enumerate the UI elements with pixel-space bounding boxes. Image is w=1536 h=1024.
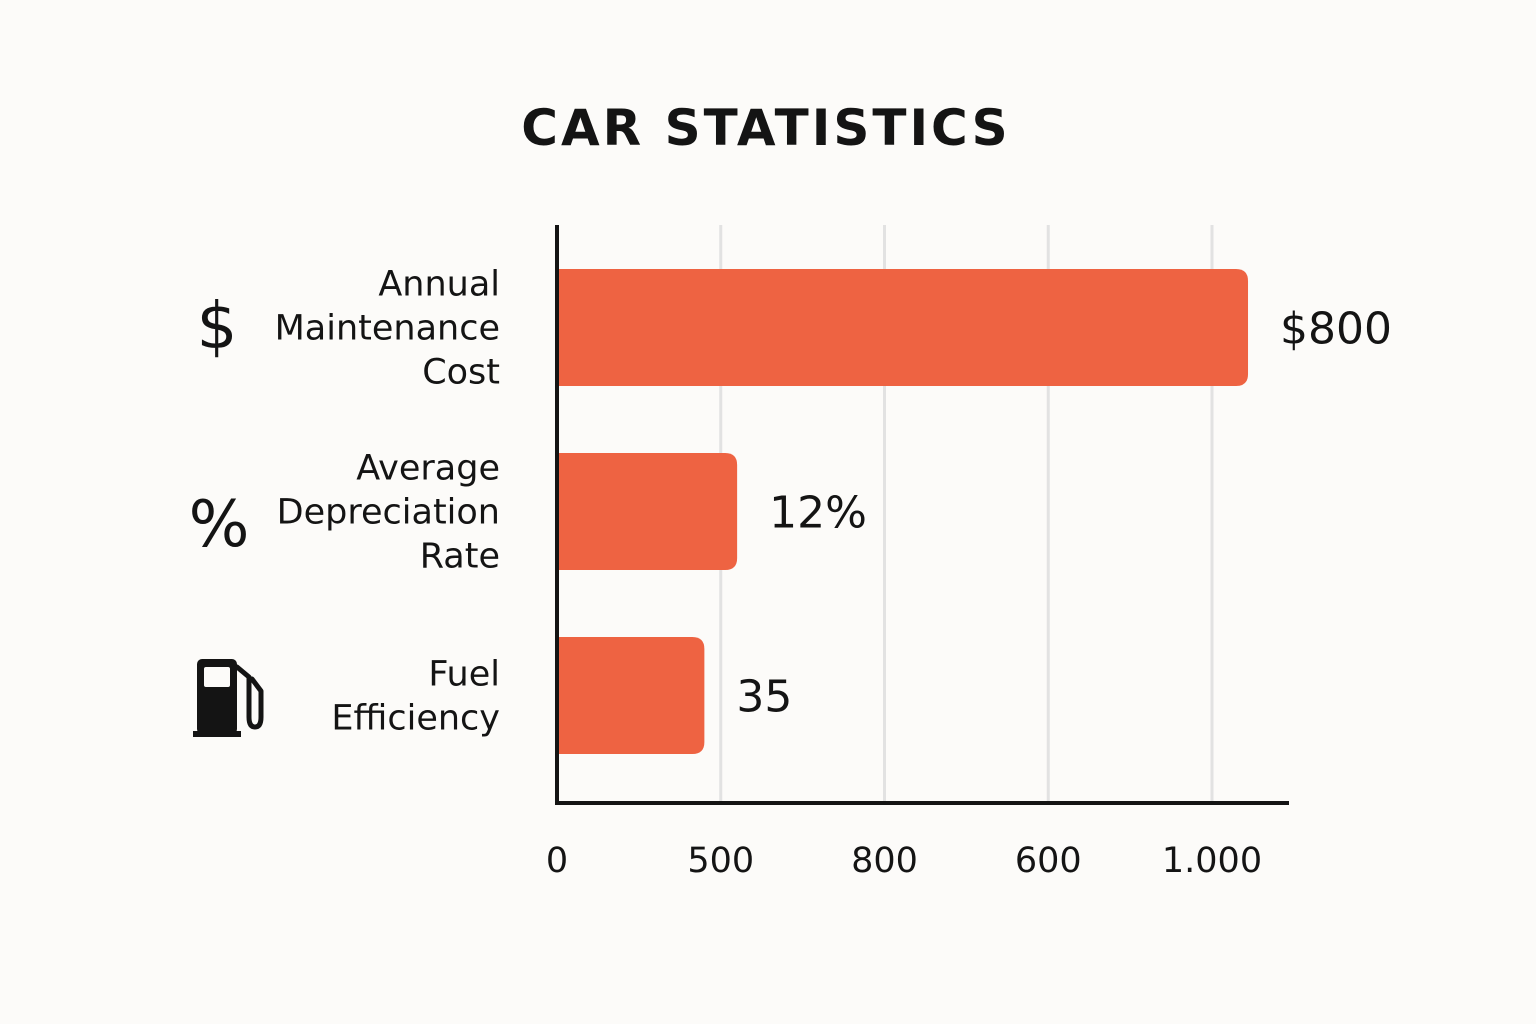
fuel-pump-icon <box>193 659 264 737</box>
category-label: Depreciation <box>277 493 500 533</box>
x-tick-label: 600 <box>1015 841 1082 881</box>
x-tick-label: 0 <box>546 841 568 881</box>
axes <box>555 225 1289 805</box>
bar-value-label: 35 <box>736 672 792 723</box>
category-label: Rate <box>420 537 500 577</box>
percent-icon: % <box>189 488 250 562</box>
category-label: Maintenance <box>275 309 500 349</box>
category-label: Cost <box>422 353 500 393</box>
x-tick-label: 1.000 <box>1162 841 1262 881</box>
chart-title: CAR STATISTICS <box>521 99 1010 157</box>
bar-value-label: 12% <box>769 488 867 539</box>
bar <box>557 453 738 570</box>
x-tick-label: 800 <box>851 841 918 881</box>
category-label: Average <box>356 449 500 489</box>
bar <box>557 269 1249 386</box>
category-label: Fuel <box>428 655 500 695</box>
category-label: Efficiency <box>331 699 500 739</box>
dollar-icon: $ <box>197 290 238 364</box>
bar-value-label: $800 <box>1280 304 1392 355</box>
bars <box>557 269 1249 754</box>
category-label: Annual <box>378 265 500 305</box>
x-tick-label: 500 <box>687 841 754 881</box>
bar <box>557 637 705 754</box>
labels: 0 500 800 600 1.000 $800 AnnualMaintenanceCost… <box>189 265 1392 882</box>
